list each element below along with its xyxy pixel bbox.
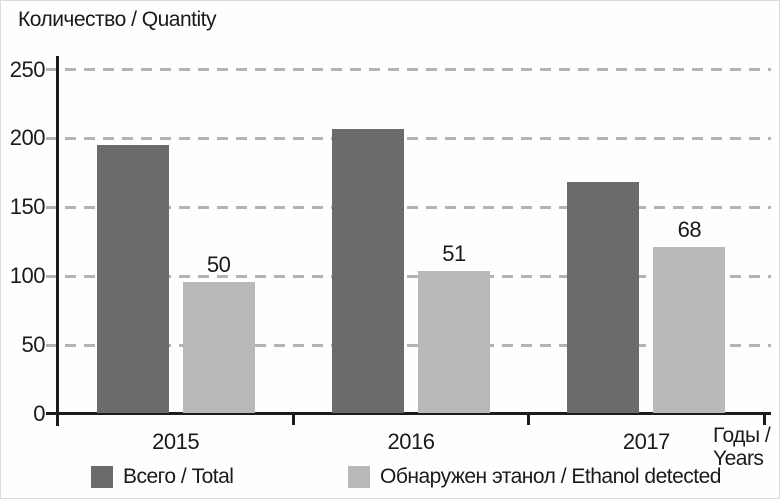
gridline-150: [46, 205, 771, 209]
bar-ethanol-2016: [418, 270, 490, 413]
bar-total-2017: [567, 182, 640, 413]
y-tick-label-150: 150: [9, 194, 46, 220]
bar-total-2015: [96, 145, 169, 413]
y-tick-label-250: 250: [9, 56, 46, 82]
gridline-100: [46, 274, 771, 278]
x-axis-title-line1: Годы /: [713, 424, 771, 447]
x-category-label-2017: 2017: [622, 429, 670, 454]
chart-title: Количество / Quantity: [18, 8, 216, 31]
x-axis-tick-2: [527, 414, 531, 425]
legend-swatch-ethanol: [348, 466, 370, 488]
x-axis-title: Годы / Years: [713, 424, 771, 470]
gridline-250: [46, 68, 771, 71]
x-axis-title-line2: Years: [713, 447, 764, 470]
x-category-label-2015: 2015: [152, 429, 200, 454]
y-tick-label-200: 200: [9, 125, 46, 151]
x-axis-tick-1: [291, 414, 295, 425]
x-axis-tick-3: [762, 414, 766, 425]
x-category-label-2016: 2016: [387, 429, 435, 454]
y-axis-line: [56, 56, 59, 426]
bar-total-2016: [332, 128, 404, 413]
y-tick-label-50: 50: [21, 332, 46, 358]
gridline-50: [46, 343, 771, 347]
y-tick-label-100: 100: [9, 263, 46, 289]
gridline-200: [46, 136, 771, 140]
bar-value-label-2016: 51: [442, 240, 466, 266]
x-axis-line: [46, 412, 771, 415]
bar-value-label-2015: 50: [206, 251, 231, 277]
legend-swatch-total: [91, 466, 113, 488]
legend-item-ethanol: Обнаружен этанол / Ethanol detected: [348, 465, 722, 489]
bar-ethanol-2015: [182, 281, 255, 413]
legend-label-total: Всего / Total: [123, 465, 234, 488]
legend-item-total: Всего / Total: [91, 465, 234, 489]
bar-value-label-2017: 68: [677, 217, 702, 243]
bar-ethanol-2017: [653, 247, 726, 413]
y-tick-label-0: 0: [33, 401, 45, 426]
legend-label-ethanol: Обнаружен этанол / Ethanol detected: [380, 465, 722, 488]
